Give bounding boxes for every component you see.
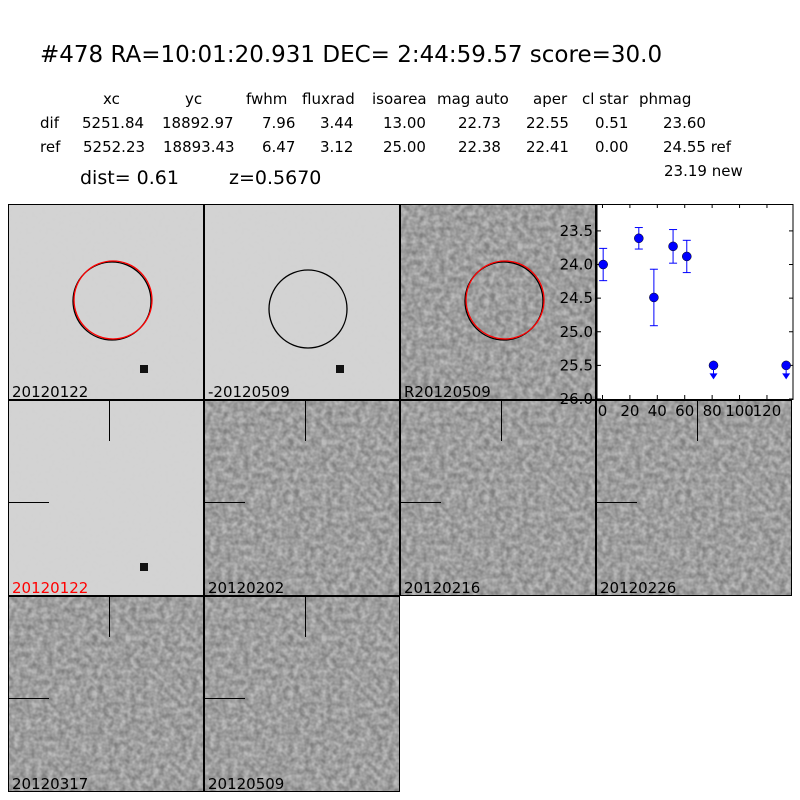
black-aperture-circle bbox=[72, 261, 152, 341]
cutout-panel[interactable]: 20120122 bbox=[8, 204, 204, 400]
x-tick-label: 60 bbox=[675, 402, 694, 420]
panel-date-label: -20120509 bbox=[208, 383, 290, 400]
column-header: isoarea bbox=[372, 90, 427, 108]
noise-texture bbox=[205, 401, 399, 595]
x-tick-label: 120 bbox=[753, 402, 782, 420]
z-value: z=0.5670 bbox=[229, 167, 322, 189]
table-cell: 25.00 bbox=[383, 138, 426, 156]
phmag-new: 23.19 new bbox=[664, 162, 743, 180]
x-tick-label: 0 bbox=[598, 402, 608, 420]
black-aperture-circle bbox=[464, 261, 544, 341]
cutout-panel[interactable]: 20120216 bbox=[400, 400, 596, 596]
table-cell: 24.55 ref bbox=[663, 138, 732, 156]
table-cell: 6.47 bbox=[262, 138, 296, 156]
cutout-panel[interactable]: 20120317 bbox=[8, 596, 204, 792]
black-aperture-circle bbox=[268, 269, 348, 349]
cutout-panel[interactable]: 20120122 bbox=[8, 400, 204, 596]
panel-date-label: 20120226 bbox=[600, 579, 677, 596]
column-header: yc bbox=[185, 90, 203, 108]
panel-date-label: 20120509 bbox=[208, 775, 285, 792]
data-point bbox=[634, 233, 644, 244]
column-header: mag auto bbox=[437, 90, 509, 108]
x-tick-label: 100 bbox=[725, 402, 754, 420]
image-texture bbox=[205, 205, 399, 399]
column-header: cl star bbox=[582, 90, 629, 108]
image-texture bbox=[9, 401, 203, 595]
table-cell: 5251.84 bbox=[82, 114, 145, 132]
data-point bbox=[682, 251, 692, 262]
x-tick-label: 80 bbox=[703, 402, 722, 420]
x-tick-label: 40 bbox=[648, 402, 667, 420]
plot-area bbox=[596, 204, 794, 400]
table-cell: 13.00 bbox=[383, 114, 426, 132]
noise-texture bbox=[9, 597, 203, 791]
table-cell: 23.60 bbox=[663, 114, 706, 132]
table-cell: 22.55 bbox=[526, 114, 569, 132]
x-tick-label: 20 bbox=[620, 402, 639, 420]
panel-date-label: 20120122 bbox=[12, 383, 89, 400]
table-cell: 18893.43 bbox=[163, 138, 235, 156]
cutout-panel[interactable]: 20120509 bbox=[204, 596, 400, 792]
table-cell: 7.96 bbox=[262, 114, 296, 132]
row-label: ref bbox=[40, 138, 61, 156]
y-tick-label: 23.5 bbox=[560, 222, 593, 240]
row-label: dif bbox=[40, 114, 59, 132]
column-header: fluxrad bbox=[302, 90, 355, 108]
table-cell: 3.12 bbox=[320, 138, 354, 156]
table-cell: 0.51 bbox=[595, 114, 629, 132]
star-dot bbox=[336, 365, 344, 373]
table-cell: 3.44 bbox=[320, 114, 354, 132]
y-tick-label: 24.5 bbox=[560, 289, 593, 307]
panel-date-label: 20120202 bbox=[208, 579, 285, 596]
upper-limit-arrow-icon bbox=[709, 373, 718, 380]
dist-value: dist= 0.61 bbox=[80, 167, 179, 189]
table-cell: 0.00 bbox=[595, 138, 629, 156]
column-header: xc bbox=[103, 90, 120, 108]
data-point bbox=[668, 241, 678, 252]
cutout-panel[interactable]: 20120202 bbox=[204, 400, 400, 596]
panel-date-label: 20120122 bbox=[12, 579, 89, 596]
cutout-panel[interactable]: 20120226 bbox=[596, 400, 792, 596]
star-dot bbox=[140, 563, 148, 571]
noise-texture bbox=[205, 597, 399, 791]
star-dot bbox=[140, 365, 148, 373]
y-tick-label: 26.0 bbox=[560, 390, 593, 408]
y-tick-label: 25.0 bbox=[560, 323, 593, 341]
image-texture bbox=[9, 205, 203, 399]
table-cell: 22.41 bbox=[526, 138, 569, 156]
table-cell: 5252.23 bbox=[83, 138, 146, 156]
column-header: fwhm bbox=[246, 90, 288, 108]
noise-texture bbox=[597, 401, 791, 595]
cutout-panel[interactable]: -20120509 bbox=[204, 204, 400, 400]
noise-texture bbox=[401, 205, 595, 399]
table-cell: 18892.97 bbox=[162, 114, 234, 132]
panel-date-label: 20120317 bbox=[12, 775, 89, 792]
y-tick-label: 24.0 bbox=[560, 256, 593, 274]
column-header: phmag bbox=[639, 90, 692, 108]
panel-date-label: 20120216 bbox=[404, 579, 481, 596]
panel-date-label: R20120509 bbox=[404, 383, 491, 400]
page-title: #478 RA=10:01:20.931 DEC= 2:44:59.57 sco… bbox=[40, 42, 663, 68]
table-cell: 22.73 bbox=[458, 114, 501, 132]
y-tick-label: 25.5 bbox=[560, 356, 593, 374]
data-point bbox=[649, 292, 659, 303]
upper-limit-arrow-icon bbox=[782, 373, 791, 380]
red-aperture-circle bbox=[73, 260, 153, 340]
data-point bbox=[598, 259, 608, 270]
red-aperture-circle bbox=[465, 260, 545, 340]
noise-texture bbox=[401, 401, 595, 595]
column-header: aper bbox=[533, 90, 568, 108]
cutout-panel[interactable]: R20120509 bbox=[400, 204, 596, 400]
table-cell: 22.38 bbox=[458, 138, 501, 156]
